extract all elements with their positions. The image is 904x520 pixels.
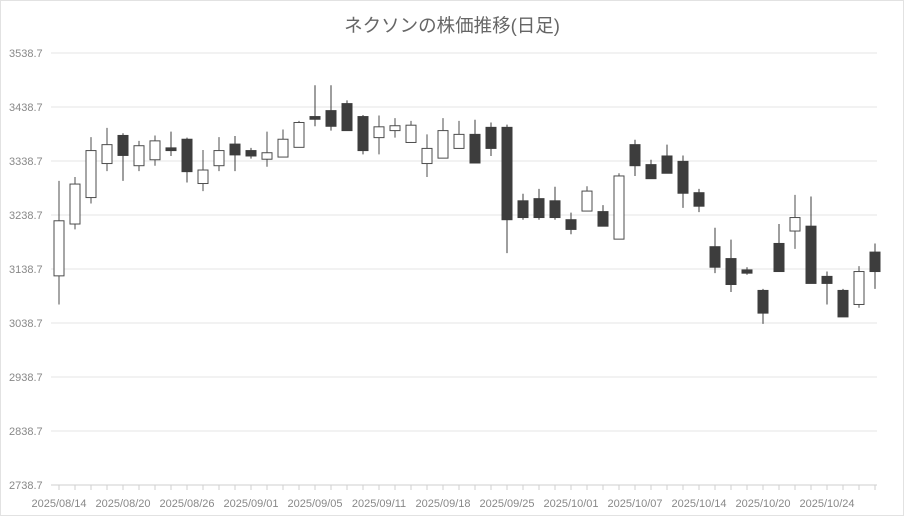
svg-text:2938.7: 2938.7 (9, 372, 43, 384)
svg-text:2025/08/14: 2025/08/14 (31, 498, 86, 510)
svg-text:2025/09/11: 2025/09/11 (352, 498, 406, 510)
svg-text:2025/10/24: 2025/10/24 (799, 498, 854, 510)
svg-text:2025/09/01: 2025/09/01 (223, 498, 278, 510)
svg-text:3538.7: 3538.7 (9, 48, 43, 60)
svg-text:2025/09/05: 2025/09/05 (287, 498, 342, 510)
svg-text:3438.7: 3438.7 (9, 102, 43, 114)
svg-text:2738.7: 2738.7 (9, 480, 43, 492)
svg-text:2025/10/20: 2025/10/20 (735, 498, 790, 510)
svg-text:2025/10/07: 2025/10/07 (607, 498, 662, 510)
svg-text:2838.7: 2838.7 (9, 426, 43, 438)
svg-text:2025/09/18: 2025/09/18 (415, 498, 470, 510)
svg-text:2025/08/20: 2025/08/20 (95, 498, 150, 510)
svg-text:3238.7: 3238.7 (9, 210, 43, 222)
svg-text:3338.7: 3338.7 (9, 156, 43, 168)
svg-text:3138.7: 3138.7 (9, 264, 43, 276)
svg-text:2025/09/25: 2025/09/25 (479, 498, 534, 510)
svg-text:2025/10/01: 2025/10/01 (543, 498, 598, 510)
svg-text:2025/10/14: 2025/10/14 (671, 498, 726, 510)
svg-text:3038.7: 3038.7 (9, 318, 43, 330)
svg-text:2025/08/26: 2025/08/26 (159, 498, 214, 510)
